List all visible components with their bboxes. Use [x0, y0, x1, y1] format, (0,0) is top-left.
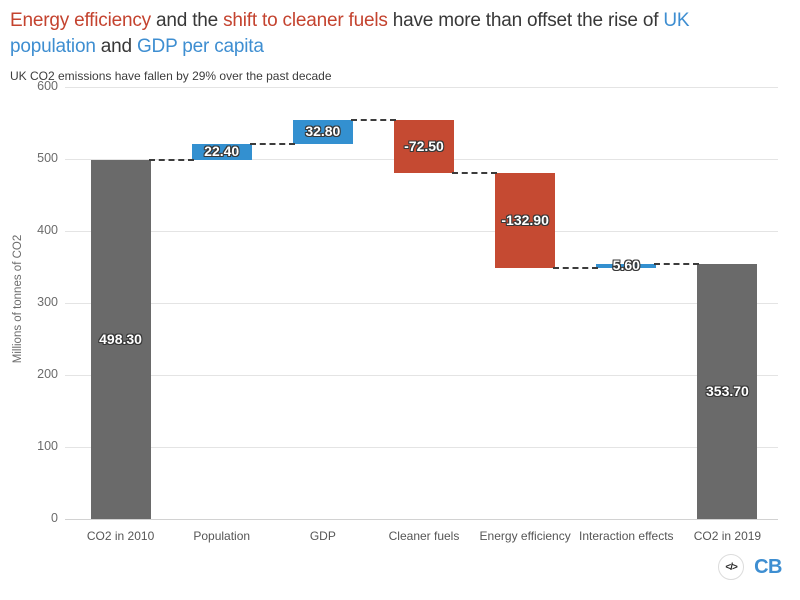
gridline-100 [65, 447, 778, 448]
connector-line-4 [553, 267, 599, 270]
title-segment-dark: and the [150, 10, 224, 31]
bar-co2-in-2010 [90, 160, 151, 519]
x-axis-label-interaction-effects: Interaction effects [579, 529, 674, 543]
title-segment-red: Energy efficiency [10, 10, 151, 31]
gridline-600 [65, 87, 778, 88]
gridline-400 [65, 231, 778, 232]
y-tick-label-400: 400 [37, 223, 58, 237]
x-axis-label-co2-in-2010: CO2 in 2010 [86, 529, 155, 543]
gridline-0 [65, 519, 778, 520]
gridline-300 [65, 303, 778, 304]
y-tick-label-300: 300 [37, 295, 58, 309]
chart-title-line: Energy efficiency and the shift to clean… [10, 8, 796, 34]
x-axis-label-co2-in-2019: CO2 in 2019 [693, 529, 762, 543]
bar-value-label-cleaner-fuels: -72.50 [404, 137, 444, 154]
title-segment-blue: population [10, 36, 96, 57]
y-tick-label-600: 600 [37, 79, 58, 93]
title-segment-dark: and [95, 36, 137, 57]
bar-energy-efficiency [495, 172, 556, 269]
bar-co2-in-2019 [697, 264, 758, 519]
x-axis-label-energy-efficiency: Energy efficiency [479, 529, 571, 543]
x-axis-label-gdp: GDP [309, 529, 336, 543]
bar-value-label-interaction-effects: 5.60 [612, 257, 640, 274]
connector-line-1 [249, 143, 295, 146]
chart-title-line: population and GDP per capita [10, 34, 796, 60]
bar-value-label-co2-in-2010: 498.30 [99, 330, 142, 347]
title-segment-blue: GDP per capita [136, 36, 264, 57]
bar-value-label-energy-efficiency: -132.90 [501, 211, 549, 228]
connector-line-2 [350, 119, 396, 122]
connector-line-3 [452, 171, 498, 174]
title-segment-red: shift to cleaner fuels [223, 10, 388, 31]
footer-logo: </> CB [718, 554, 782, 580]
x-axis-label-cleaner-fuels: Cleaner fuels [388, 529, 460, 543]
title-segment-dark: have more than offset the rise of [387, 10, 664, 31]
y-tick-label-500: 500 [37, 151, 58, 165]
y-tick-label-100: 100 [37, 439, 58, 453]
y-tick-label-200: 200 [37, 367, 58, 381]
y-tick-label-0: 0 [51, 511, 58, 525]
carbonbrief-logo: CB [754, 555, 782, 578]
connector-line-0 [148, 159, 194, 162]
connector-line-5 [654, 263, 700, 266]
bar-gdp [292, 120, 353, 145]
bar-value-label-gdp: 32.80 [305, 123, 341, 140]
chart-subtitle: UK CO2 emissions have fallen by 29% over… [10, 69, 332, 83]
title-segment-blue: UK [663, 10, 690, 31]
bar-interaction-effects [596, 264, 657, 269]
bar-cleaner-fuels [394, 120, 454, 173]
x-axis-label-population: Population [193, 529, 251, 543]
bar-population [191, 144, 252, 161]
bar-value-label-population: 22.40 [204, 143, 240, 160]
gridline-200 [65, 375, 778, 376]
chart-title: Energy efficiency and the shift to clean… [10, 8, 796, 60]
code-icon: </> [718, 554, 745, 580]
bar-value-label-co2-in-2019: 353.70 [706, 382, 749, 399]
